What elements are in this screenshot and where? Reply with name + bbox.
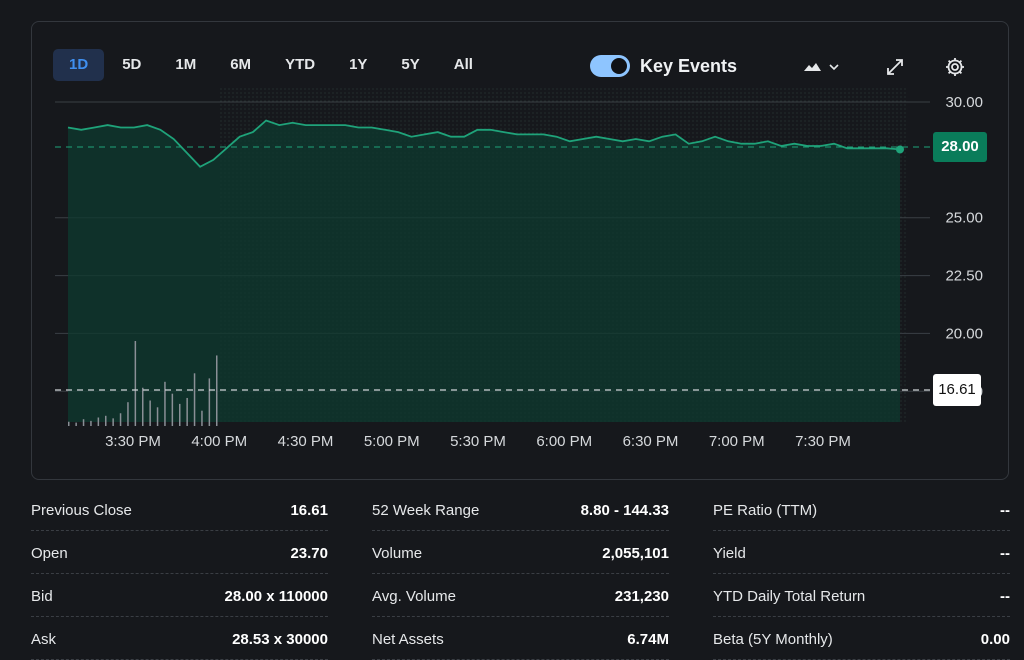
key-events-toggle[interactable] xyxy=(590,55,630,77)
stat-open: Open 23.70 xyxy=(31,531,328,574)
volume-bar xyxy=(90,420,92,426)
price-area-fill xyxy=(68,120,900,422)
x-tick-label: 7:00 PM xyxy=(709,433,765,450)
stat-label: Previous Close xyxy=(31,501,132,519)
x-tick-label: 7:30 PM xyxy=(795,433,851,450)
stat-volume: Volume 2,055,101 xyxy=(372,531,669,574)
toggle-knob xyxy=(611,58,627,74)
volume-bar xyxy=(82,419,85,426)
volume-bar xyxy=(186,397,188,426)
volume-bar xyxy=(201,410,203,426)
stat-ytd-return: YTD Daily Total Return -- xyxy=(713,574,1010,617)
range-tab-1m[interactable]: 1M xyxy=(175,56,197,73)
stat-label: YTD Daily Total Return xyxy=(713,587,866,605)
volume-bar xyxy=(179,403,181,426)
stat-label: Avg. Volume xyxy=(372,587,456,605)
stat-value: 2,055,101 xyxy=(602,544,669,562)
stats-column-3: PE Ratio (TTM) -- Yield -- YTD Daily Total… xyxy=(713,488,1010,660)
volume-bar xyxy=(156,407,159,426)
mountain-chart-icon[interactable] xyxy=(802,56,839,78)
volume-bar xyxy=(105,415,107,426)
x-tick-label: 4:00 PM xyxy=(191,433,247,450)
price-chart[interactable]: 3:30 PM 4:00 PM 4:30 PM 5:00 PM 5:30 PM 6:00 … xyxy=(0,0,1024,470)
range-tab-ytd[interactable]: YTD xyxy=(285,56,316,73)
volume-bar xyxy=(149,400,151,426)
range-tab-6m[interactable]: 6M xyxy=(230,56,252,73)
previous-close-tag: 16.61 xyxy=(933,374,981,406)
y-tick-label: 20.00 xyxy=(945,325,983,342)
volume-bar xyxy=(68,421,70,426)
y-tick-label: 22.50 xyxy=(945,268,983,285)
key-events-label: Key Events xyxy=(640,55,738,76)
stat-pe-ratio: PE Ratio (TTM) -- xyxy=(713,488,1010,531)
chart-panel xyxy=(31,21,1009,480)
stat-label: Net Assets xyxy=(372,630,444,648)
expand-icon[interactable] xyxy=(884,56,908,78)
stat-label: 52 Week Range xyxy=(372,501,480,519)
range-tab-1y[interactable]: 1Y xyxy=(349,56,368,73)
volume-bar xyxy=(208,378,211,426)
volume-bar xyxy=(127,402,129,426)
stat-yield: Yield -- xyxy=(713,531,1010,574)
stat-bid: Bid 28.00 x 110000 xyxy=(31,574,328,617)
x-tick-label: 6:00 PM xyxy=(536,433,592,450)
volume-bar xyxy=(134,341,137,426)
volume-bar xyxy=(75,422,77,426)
x-tick-label: 3:30 PM xyxy=(105,433,161,450)
stat-label: Volume xyxy=(372,544,423,562)
y-tick-label: 25.00 xyxy=(945,210,983,227)
stat-label: Open xyxy=(31,544,68,562)
x-tick-label: 5:30 PM xyxy=(450,433,506,450)
price-line xyxy=(67,119,901,168)
range-tab-5y[interactable]: 5Y xyxy=(401,56,420,73)
stat-value: 16.61 xyxy=(290,501,328,519)
range-tab-1d[interactable]: 1D xyxy=(53,49,105,81)
volume-bar xyxy=(164,381,166,426)
volume-bar xyxy=(142,387,144,426)
stat-value: -- xyxy=(1000,501,1010,519)
x-tick-label: 4:30 PM xyxy=(278,433,334,450)
volume-bar xyxy=(119,413,122,426)
x-tick-label: 5:00 PM xyxy=(364,433,420,450)
stat-previous-close: Previous Close 16.61 xyxy=(31,488,328,531)
stat-label: Yield xyxy=(713,544,746,562)
stat-label: PE Ratio (TTM) xyxy=(713,501,818,519)
stat-value: -- xyxy=(1000,544,1010,562)
stat-avg-volume: Avg. Volume 231,230 xyxy=(372,574,669,617)
stat-value: 6.74M xyxy=(627,630,669,648)
gear-icon[interactable] xyxy=(944,56,968,78)
key-events-control: Key Events xyxy=(590,55,737,77)
stat-label: Bid xyxy=(31,587,53,605)
volume-bar xyxy=(193,373,196,426)
stat-value: 0.00 xyxy=(980,630,1010,648)
stat-value: -- xyxy=(1000,587,1010,605)
stats-column-2: 52 Week Range 8.80 - 144.33 Volume 2,055,1… xyxy=(372,488,669,660)
stats-column-1: Previous Close 16.61 Open 23.70 Bid 28.00 x… xyxy=(31,488,328,660)
range-tab-all[interactable]: All xyxy=(453,56,473,73)
stat-value: 28.00 x 110000 xyxy=(224,587,328,605)
current-price-tag: 28.00 xyxy=(933,132,987,162)
volume-bar xyxy=(112,418,114,426)
stat-label: Ask xyxy=(31,630,57,648)
stat-value: 23.70 xyxy=(290,544,328,562)
stat-52-week-range: 52 Week Range 8.80 - 144.33 xyxy=(372,488,669,531)
range-tab-5d[interactable]: 5D xyxy=(122,56,142,73)
stat-value: 28.53 x 30000 xyxy=(232,630,328,648)
y-tick-label: 30.00 xyxy=(945,94,983,111)
stat-value: 8.80 - 144.33 xyxy=(580,501,669,519)
x-tick-label: 6:30 PM xyxy=(623,433,679,450)
range-tabs: 1D 5D 1M 6M YTD 1Y 5Y All xyxy=(53,49,491,81)
stat-value: 231,230 xyxy=(614,587,669,605)
volume-bar xyxy=(216,355,218,426)
stat-label: Beta (5Y Monthly) xyxy=(713,630,833,648)
volume-bar xyxy=(97,417,100,426)
volume-bar xyxy=(171,393,174,426)
